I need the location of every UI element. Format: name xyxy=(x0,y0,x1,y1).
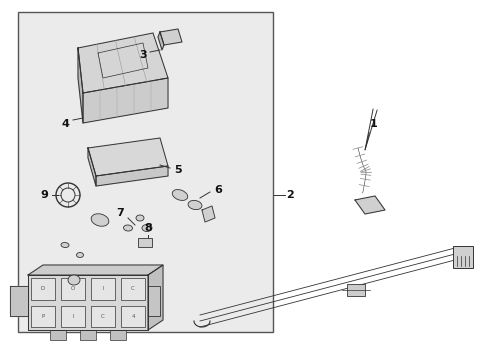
Text: I: I xyxy=(102,286,103,291)
Bar xyxy=(91,278,115,300)
Text: P: P xyxy=(41,314,44,319)
Bar xyxy=(61,306,85,327)
Text: 3: 3 xyxy=(139,50,146,60)
Text: 4: 4 xyxy=(131,314,135,319)
Bar xyxy=(91,306,115,327)
Ellipse shape xyxy=(136,215,143,221)
Bar xyxy=(121,306,145,327)
Text: D: D xyxy=(41,286,45,291)
Ellipse shape xyxy=(61,243,69,248)
Bar xyxy=(18,12,272,332)
Ellipse shape xyxy=(68,275,80,285)
Polygon shape xyxy=(10,286,28,316)
Polygon shape xyxy=(148,286,160,316)
Text: 2: 2 xyxy=(285,190,293,200)
Bar xyxy=(452,246,472,268)
Ellipse shape xyxy=(188,201,202,210)
Bar xyxy=(31,278,55,300)
Ellipse shape xyxy=(172,190,187,201)
Text: C: C xyxy=(101,314,104,319)
Polygon shape xyxy=(88,138,168,176)
Polygon shape xyxy=(202,206,215,222)
Bar xyxy=(121,278,145,300)
Bar xyxy=(50,330,66,340)
Polygon shape xyxy=(158,32,163,50)
Bar xyxy=(31,306,55,327)
Text: 9: 9 xyxy=(40,190,48,200)
Polygon shape xyxy=(28,275,148,330)
Polygon shape xyxy=(28,265,163,275)
Polygon shape xyxy=(83,78,168,123)
Ellipse shape xyxy=(142,225,152,231)
Ellipse shape xyxy=(91,214,109,226)
Bar xyxy=(346,284,364,296)
Text: I: I xyxy=(72,314,74,319)
Polygon shape xyxy=(148,265,163,330)
Text: C: C xyxy=(131,286,135,291)
Polygon shape xyxy=(160,29,182,45)
Text: 6: 6 xyxy=(214,185,222,195)
Bar xyxy=(110,330,126,340)
Ellipse shape xyxy=(123,225,132,231)
Bar xyxy=(138,238,152,247)
Bar xyxy=(61,278,85,300)
Ellipse shape xyxy=(76,252,83,257)
Polygon shape xyxy=(96,166,168,186)
Polygon shape xyxy=(354,196,384,214)
Polygon shape xyxy=(88,148,96,186)
Text: O: O xyxy=(71,286,75,291)
Bar xyxy=(80,330,96,340)
Text: 5: 5 xyxy=(174,165,182,175)
Text: 4: 4 xyxy=(61,119,69,129)
Text: 7: 7 xyxy=(116,208,123,218)
Text: 1: 1 xyxy=(369,119,377,129)
Text: 8: 8 xyxy=(144,223,152,233)
Polygon shape xyxy=(78,33,168,93)
Polygon shape xyxy=(78,48,83,123)
